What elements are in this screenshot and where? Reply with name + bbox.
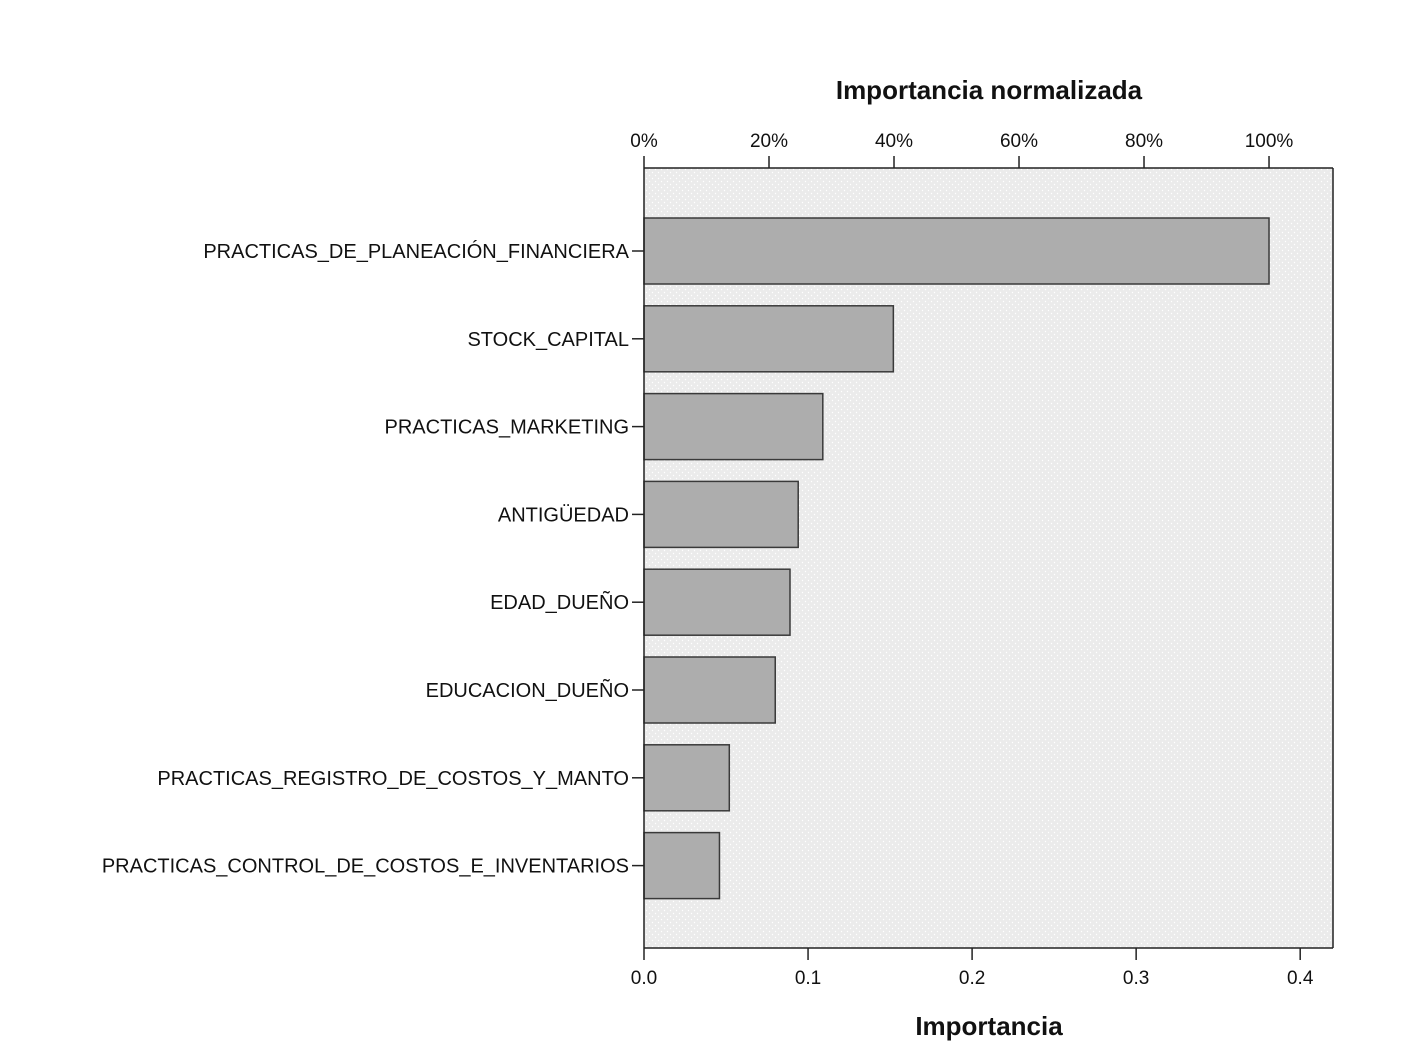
x-tick-label: 0.1 — [795, 968, 821, 989]
secondary-x-tick-label: 100% — [1245, 131, 1294, 152]
x-tick-label: 0.4 — [1287, 968, 1314, 989]
category-label: PRACTICAS_DE_PLANEACIÓN_FINANCIERA — [203, 240, 629, 263]
bar — [643, 568, 791, 636]
bars-group — [643, 217, 1270, 900]
x-axis-title: Importancia — [915, 1011, 1063, 1041]
category-label: PRACTICAS_MARKETING — [385, 417, 629, 439]
category-label: EDUCACION_DUEÑO — [426, 678, 629, 702]
category-label: PRACTICAS_REGISTRO_DE_COSTOS_Y_MANTO — [157, 768, 629, 790]
secondary-x-tick-label: 40% — [875, 131, 913, 152]
category-label: EDAD_DUEÑO — [490, 590, 629, 614]
bar — [643, 744, 731, 812]
axes-group: PRACTICAS_DE_PLANEACIÓN_FINANCIERA STOCK_… — [102, 131, 1334, 989]
secondary-x-tick-label: 60% — [1000, 131, 1038, 152]
x-tick-label: 0.0 — [631, 968, 657, 989]
category-label: STOCK_CAPITAL — [467, 329, 629, 351]
secondary-x-tick-label: 0% — [630, 131, 658, 152]
bar — [643, 656, 776, 724]
bar — [643, 831, 721, 900]
category-label: ANTIGÜEDAD — [498, 504, 629, 526]
secondary-x-axis-title: Importancia normalizada — [836, 75, 1143, 105]
bar — [643, 392, 824, 461]
bar — [643, 305, 895, 373]
plot-area — [644, 168, 1333, 948]
secondary-x-tick-label: 20% — [750, 131, 788, 152]
x-tick-label: 0.3 — [1123, 968, 1149, 989]
bar — [643, 480, 799, 549]
x-tick-label: 0.2 — [959, 968, 985, 989]
secondary-x-tick-label: 80% — [1125, 131, 1163, 152]
category-label: PRACTICAS_CONTROL_DE_COSTOS_E_INVENTARIO… — [102, 856, 629, 878]
bar — [643, 217, 1270, 285]
